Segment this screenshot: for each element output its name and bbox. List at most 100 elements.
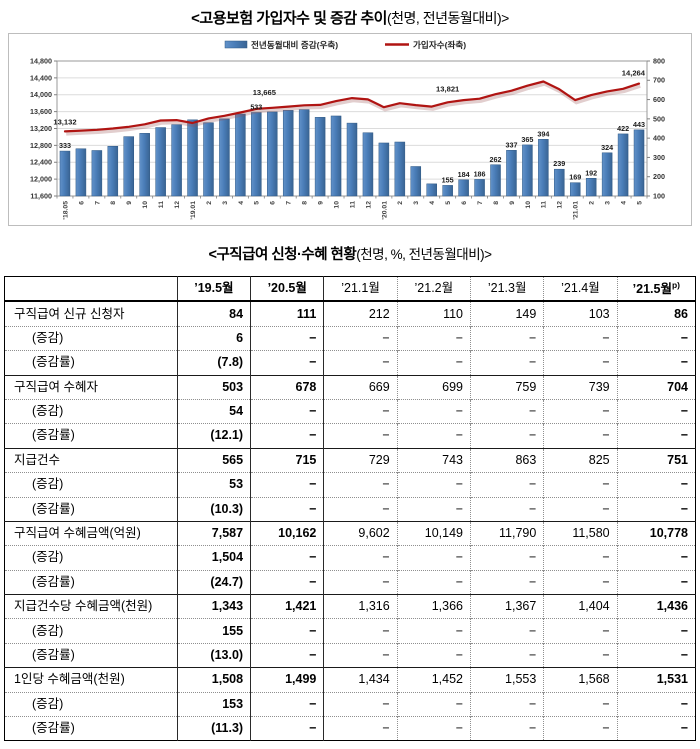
table-cell: − (323, 398, 398, 424)
table-cell: 149 (470, 300, 545, 327)
legend-bar-label: 전년동월대비 증감(우축) (251, 39, 338, 50)
yoy-change-bar (585, 178, 597, 197)
bar-data-label: 184 (458, 170, 470, 179)
yoy-change-bar (346, 122, 358, 197)
chart-title-unit: (천명, 전년동월대비)> (387, 10, 509, 26)
yoy-change-bar (123, 136, 135, 197)
table-row: (증감률) (24.7) − − − − − − (4, 569, 696, 595)
column-header: ’21.4월 (543, 276, 618, 303)
left-axis-tick-label: 13,600 (30, 107, 52, 116)
table-cell: 6 (177, 325, 252, 351)
row-label: (증감) (4, 691, 178, 717)
table-cell: 1,316 (323, 594, 398, 619)
table-row: (증감률) (12.1) − − − − − − (4, 423, 696, 449)
table-cell: 11,580 (543, 520, 618, 546)
yoy-change-bar (139, 133, 150, 197)
table-cell: 53 (177, 472, 252, 498)
table-cell: 1,504 (177, 545, 252, 571)
yoy-change-bar (569, 182, 581, 197)
table-cell: 751 (617, 447, 696, 473)
table-cell: − (617, 569, 696, 595)
table-cell: (11.3) (177, 716, 252, 741)
column-header: ’21.5월p) (617, 276, 696, 303)
table-cell: − (323, 496, 398, 522)
table-cell: − (543, 545, 618, 571)
yoy-change-bar (362, 132, 374, 197)
table-cell: − (617, 618, 696, 644)
left-axis-tick-label: 12,400 (30, 158, 52, 167)
table-cell: − (470, 472, 545, 498)
x-axis-label: 2 (206, 201, 213, 205)
x-axis-label: 9 (318, 201, 325, 205)
header-row: ’19.5월 ’20.5월 ’21.1월 ’21.2월 ’21.3월 ’21.4월 ’21.… (4, 276, 696, 303)
table-cell: 759 (470, 374, 545, 400)
table-cell: 565 (177, 447, 252, 473)
table-cell: − (397, 472, 472, 498)
table-cell: − (617, 716, 696, 741)
x-axis-label: 6 (270, 201, 277, 205)
left-axis-tick-label: 14,400 (30, 73, 52, 82)
x-axis-label: 10 (525, 201, 532, 209)
row-label: (증감률) (4, 642, 178, 668)
yoy-change-bar (330, 115, 342, 197)
table-row: (증감) 6− − − − − − (4, 325, 696, 351)
x-axis-label: 4 (429, 201, 436, 205)
yoy-change-bar (538, 139, 549, 197)
table-cell: 212 (323, 300, 398, 327)
table-cell: 9,602 (323, 520, 398, 546)
row-label: (증감) (4, 618, 178, 644)
table-row: (증감) 155− − − − − − (4, 618, 696, 644)
x-axis-label: 7 (477, 201, 484, 205)
bar-data-label: 533 (250, 102, 262, 111)
table-row: 지급건수당 수혜금액(천원) 1,343 1,421 1,316 1,366 1,367 1… (4, 594, 696, 619)
table-cell: 1,508 (177, 667, 252, 693)
table-cell: (13.0) (177, 642, 252, 668)
yoy-change-bar (554, 168, 565, 197)
table-cell: − (543, 325, 618, 351)
yoy-change-bar (282, 110, 294, 197)
table-row: (증감) 54− − − − − − (4, 398, 696, 424)
table-cell: 1,434 (323, 667, 398, 693)
row-label: (증감) (4, 325, 178, 351)
line-data-label: 13,665 (253, 88, 277, 97)
x-axis-label: 5 (636, 201, 643, 205)
table-cell: − (543, 423, 618, 449)
x-axis-label: 2 (397, 201, 404, 205)
table-cell: (7.8) (177, 350, 252, 376)
table-cell: − (250, 618, 325, 644)
yoy-change-bar (426, 183, 437, 197)
table-cell: − (250, 642, 325, 668)
bar-data-label: 324 (601, 143, 613, 152)
table-cell: 669 (323, 374, 398, 400)
table-row: (증감률) (13.0) − − − − − − (4, 642, 696, 668)
table-cell: − (250, 350, 325, 376)
table-cell: − (543, 716, 618, 741)
left-axis-tick-label: 12,800 (30, 141, 52, 150)
line-shadow (66, 81, 641, 136)
table-cell: − (617, 472, 696, 498)
bar-data-label: 262 (490, 155, 502, 164)
table-cell: − (470, 618, 545, 644)
table-cell: − (543, 350, 618, 376)
table-cell: 111 (250, 300, 325, 327)
table-cell: − (617, 350, 696, 376)
table-cell: 84 (177, 300, 252, 327)
table-cell: − (470, 325, 545, 351)
table-row: (증감률) (10.3) − − − − − − (4, 496, 696, 522)
table-cell: − (543, 398, 618, 424)
yoy-change-bar (506, 150, 517, 197)
yoy-change-bar (107, 145, 119, 197)
table-cell: − (323, 472, 398, 498)
row-label: 구직급여 신규 신청자 (4, 300, 178, 327)
combo-chart-canvas: 14,800 14,400 14,000 13,600 13,200 12,800 12,4… (30, 39, 665, 220)
table-title-unit: (천명, %, 전년동월대비)> (356, 247, 492, 262)
yoy-change-bar (458, 179, 469, 197)
table-row: (증감률) (11.3) − − − − − − (4, 716, 696, 741)
yoy-change-bar (235, 113, 246, 197)
table-cell: − (323, 569, 398, 595)
table-cell: 699 (397, 374, 472, 400)
right-axis-tick-label: 600 (653, 95, 665, 104)
table-cell: − (470, 691, 545, 717)
row-label: 구직급여 수혜금액(억원) (4, 520, 178, 546)
chart-title-main: <고용보험 가입자수 및 증감 추이 (191, 10, 387, 27)
